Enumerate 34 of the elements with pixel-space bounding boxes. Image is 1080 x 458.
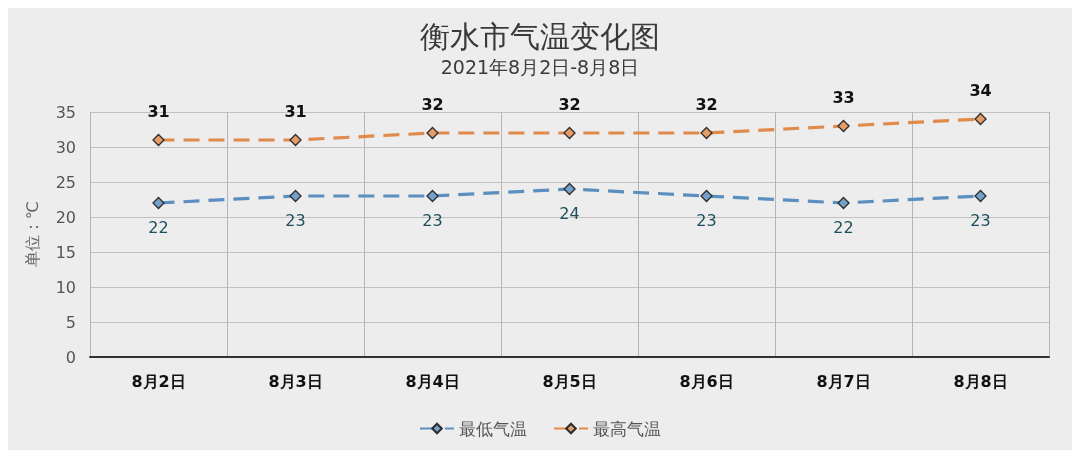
- data-label: 31: [147, 102, 170, 122]
- x-tick-label: 8月6日: [679, 371, 734, 391]
- y-tick-label: 25: [55, 172, 76, 192]
- data-label: 22: [148, 217, 169, 237]
- y-tick-label: 15: [55, 242, 76, 262]
- y-tick-label: 10: [55, 277, 76, 297]
- data-label: 34: [969, 81, 992, 101]
- data-label: 32: [558, 95, 581, 115]
- y-tick-label: 5: [65, 312, 76, 332]
- x-tick-label: 8月4日: [405, 371, 460, 391]
- data-label: 22: [833, 217, 854, 237]
- y-tick-label: 0: [65, 347, 76, 367]
- x-tick-label: 8月7日: [816, 371, 871, 391]
- legend-label: 最低气温: [459, 418, 527, 439]
- y-tick-label: 20: [55, 207, 76, 227]
- y-tick-label: 35: [55, 102, 76, 122]
- data-label: 23: [970, 210, 991, 230]
- data-label: 33: [832, 88, 855, 108]
- legend-label: 最高气温: [593, 418, 661, 439]
- chart-subtitle: 2021年8月2日-8月8日: [440, 55, 640, 78]
- x-tick-label: 8月3日: [268, 371, 323, 391]
- data-label: 23: [285, 210, 306, 230]
- x-tick-label: 8月2日: [131, 371, 186, 391]
- data-label: 32: [421, 95, 444, 115]
- x-tick-label: 8月5日: [542, 371, 597, 391]
- data-label: 23: [422, 210, 443, 230]
- chart-title: 衡水市气温变化图: [420, 18, 660, 54]
- data-label: 32: [695, 95, 718, 115]
- data-label: 23: [696, 210, 717, 230]
- x-tick-label: 8月8日: [953, 371, 1008, 391]
- data-label: 24: [559, 203, 580, 223]
- y-tick-label: 30: [55, 137, 76, 157]
- y-axis-title: 单位：℃: [22, 201, 42, 268]
- data-label: 31: [284, 102, 307, 122]
